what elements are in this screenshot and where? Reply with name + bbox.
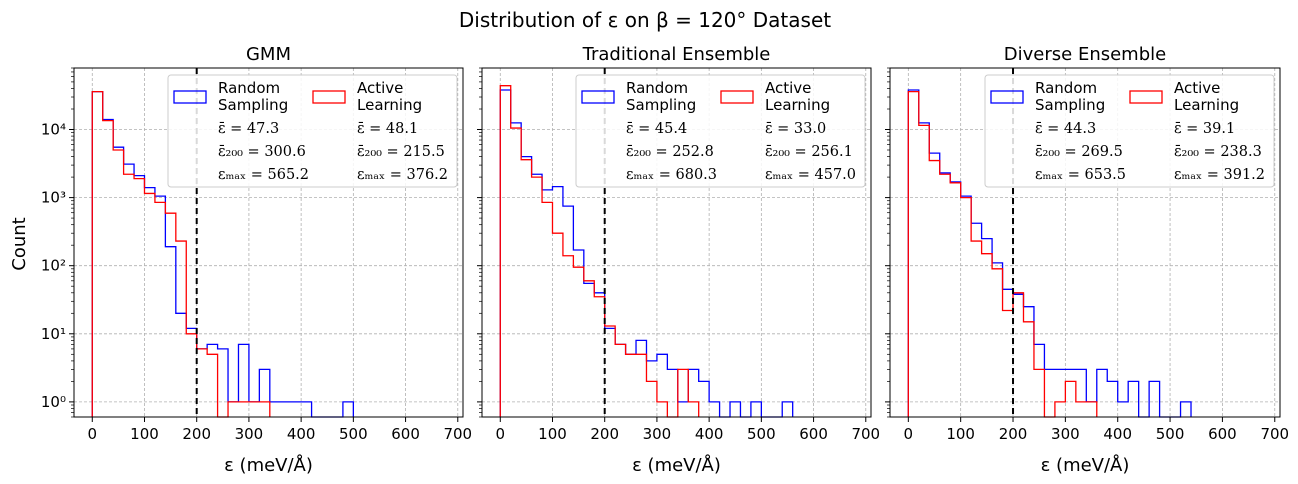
legend-box: [984, 74, 1275, 188]
x-tick-label: 600: [391, 425, 420, 443]
x-tick-label: 0: [904, 425, 914, 443]
legend-swatch-active: [312, 90, 346, 104]
x-tick-label: 400: [1103, 425, 1132, 443]
x-tick-label: 400: [287, 425, 316, 443]
x-tick-label: 500: [747, 425, 776, 443]
legend-stat: ε̄₂₀₀ = 269.5: [1035, 144, 1123, 160]
histogram-random-series: [91, 90, 354, 418]
legend-stat: ε̄₂₀₀ = 252.8: [626, 144, 714, 160]
legend-label-line: Random: [626, 79, 688, 97]
legend-box: [167, 74, 458, 188]
legend-swatch-active: [1129, 90, 1163, 104]
axes-frame: [73, 67, 464, 418]
x-tick-label: 100: [538, 425, 567, 443]
legend-stat: ε̄ = 45.4: [626, 121, 687, 137]
legend-label-line: Random: [1035, 79, 1097, 97]
legend-label-line: Learning: [357, 96, 422, 114]
x-tick-label: 600: [799, 425, 828, 443]
legend-stat: ε̄₂₀₀ = 215.5: [357, 144, 445, 160]
legend-stat: εₘₐₓ = 565.2: [218, 167, 309, 183]
x-tick-label: 300: [235, 425, 264, 443]
legend-stat: εₘₐₓ = 653.5: [1035, 167, 1126, 183]
legend-label-line: Learning: [1174, 96, 1239, 114]
legend-label-line: Sampling: [218, 96, 288, 114]
x-tick-label: 0: [496, 425, 506, 443]
legend-stat: εₘₐₓ = 376.2: [357, 167, 448, 183]
x-tick-label: 700: [1260, 425, 1289, 443]
x-tick-label: 500: [339, 425, 368, 443]
legend-stat: εₘₐₓ = 391.2: [1174, 167, 1265, 183]
panel-title: GMM: [246, 44, 291, 65]
legend-stat: ε̄₂₀₀ = 300.6: [218, 144, 306, 160]
legend-label-line: Sampling: [1035, 96, 1105, 114]
x-tick-label: 0: [88, 425, 98, 443]
y-tick-label: 10²: [41, 257, 66, 275]
x-tick-label: 600: [1208, 425, 1237, 443]
legend-label-line: Active: [357, 79, 403, 97]
legend-swatch-random: [173, 90, 207, 104]
x-tick-label: 300: [643, 425, 672, 443]
legend-stat: ε̄ = 39.1: [1174, 121, 1235, 137]
legend-swatch-active: [720, 90, 754, 104]
x-axis-label: ε (meV/Å): [632, 454, 721, 476]
x-tick-label: 200: [182, 425, 211, 443]
panel-title: Diverse Ensemble: [1004, 44, 1166, 65]
legend-swatch-random: [581, 90, 615, 104]
panel-title: Traditional Ensemble: [582, 44, 771, 65]
x-axis-label: ε (meV/Å): [1041, 454, 1130, 476]
legend-stat: ε̄ = 48.1: [357, 121, 418, 137]
legend-stat: ε̄₂₀₀ = 238.3: [1174, 144, 1262, 160]
x-tick-label: 700: [443, 425, 472, 443]
legend-label-line: Sampling: [626, 96, 696, 114]
x-axis-label: ε (meV/Å): [224, 454, 313, 476]
panel-traditional-ensemble: 0 100 200 300 400 500 600 700 Traditional Ensemb…: [477, 44, 880, 476]
histogram-active-series: [91, 90, 271, 418]
legend-label-line: Active: [1174, 79, 1220, 97]
legend-box: [575, 74, 866, 188]
legend-stat: εₘₐₓ = 680.3: [626, 167, 717, 183]
figure-title: Distribution of ε on β = 120° Dataset: [459, 8, 831, 32]
legend-label-line: Random: [218, 79, 280, 97]
y-tick-label: 10⁴: [41, 120, 66, 138]
x-tick-label: 300: [1051, 425, 1080, 443]
legend-swatch-random: [990, 90, 1024, 104]
legend-stat: ε̄ = 47.3: [218, 121, 279, 137]
legend-label-line: Learning: [765, 96, 830, 114]
axes-frame: [889, 67, 1281, 418]
x-tick-label: 400: [695, 425, 724, 443]
legend-stat: ε̄ = 44.3: [1035, 121, 1096, 137]
axes-frame: [481, 67, 872, 418]
panel-gmm: 0 100 200 300 400 500 600 700 10⁰ 10¹ 10² 10³ 10⁴ GMM…: [41, 44, 472, 476]
panel-diverse-ensemble: 0 100 200 300 400 500 600 700 Diverse Ensemble ε …: [885, 44, 1289, 476]
x-tick-label: 200: [590, 425, 619, 443]
x-tick-label: 100: [946, 425, 975, 443]
x-tick-label: 100: [130, 425, 159, 443]
legend-stat: ε̄₂₀₀ = 256.1: [765, 144, 853, 160]
x-tick-label: 700: [851, 425, 880, 443]
y-axis-label: Count: [9, 217, 30, 270]
histogram-random-series: [499, 89, 794, 418]
y-tick-label: 10¹: [41, 325, 66, 343]
legend-stat: ε̄ = 33.0: [765, 121, 826, 137]
legend-stat: εₘₐₓ = 457.0: [765, 167, 856, 183]
x-tick-label: 200: [999, 425, 1028, 443]
y-tick-label: 10⁰: [41, 393, 66, 411]
legend-label-line: Active: [765, 79, 811, 97]
x-tick-label: 500: [1156, 425, 1185, 443]
y-tick-label: 10³: [41, 189, 66, 207]
histogram-active-series: [499, 85, 700, 418]
histogram-active-series: [907, 90, 1098, 418]
